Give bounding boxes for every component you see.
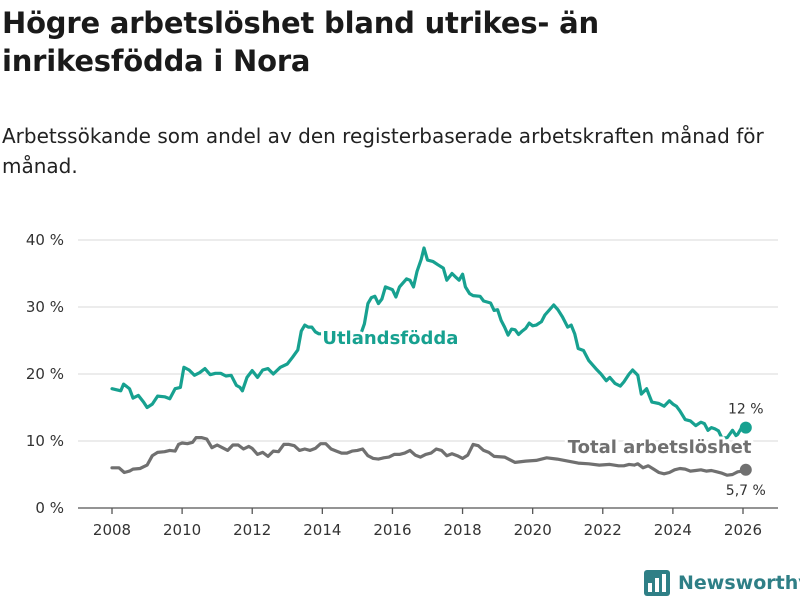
series-labels: 12 % 5,7 % Utlandsfödda Total arbetslöshet — [322, 328, 765, 499]
line-chart: 0 % 10 % 20 % 30 % 40 % 2008 2010 2012 2014 2016… — [0, 0, 800, 600]
y-tick-label: 30 % — [26, 298, 64, 316]
x-tick-label: 2012 — [233, 521, 271, 539]
x-tick-label: 2020 — [514, 521, 552, 539]
newsworthy-logo-icon — [644, 570, 670, 596]
end-value-label: 5,7 % — [726, 483, 766, 499]
x-tick-label: 2018 — [443, 521, 481, 539]
x-tick-label: 2016 — [373, 521, 411, 539]
x-tick-label: 2024 — [654, 521, 692, 539]
y-tick-label: 0 % — [35, 499, 64, 517]
brand-name: Newsworthy — [678, 572, 800, 594]
x-axis: 2008 2010 2012 2014 2016 2018 2020 2022 2024 2026 — [78, 508, 778, 539]
series-label-utlandsf-dda: Utlandsfödda — [322, 328, 458, 349]
brand-footer: Newsworthy — [644, 568, 800, 598]
series-label-total-arbetsl-shet: Total arbetslöshet — [568, 437, 752, 458]
x-tick-label: 2014 — [303, 521, 341, 539]
y-tick-label: 40 % — [26, 231, 64, 249]
x-tick-label: 2022 — [584, 521, 622, 539]
y-tick-label: 20 % — [26, 365, 64, 383]
x-tick-label: 2008 — [93, 521, 131, 539]
end-value-label: 12 % — [728, 402, 764, 418]
x-tick-label: 2026 — [724, 521, 762, 539]
end-marker-utlandsf-dda — [740, 422, 752, 434]
x-tick-label: 2010 — [163, 521, 201, 539]
y-tick-label: 10 % — [26, 432, 64, 450]
y-axis: 0 % 10 % 20 % 30 % 40 % — [26, 231, 64, 517]
end-marker-total-arbetsl-shet — [740, 464, 752, 476]
